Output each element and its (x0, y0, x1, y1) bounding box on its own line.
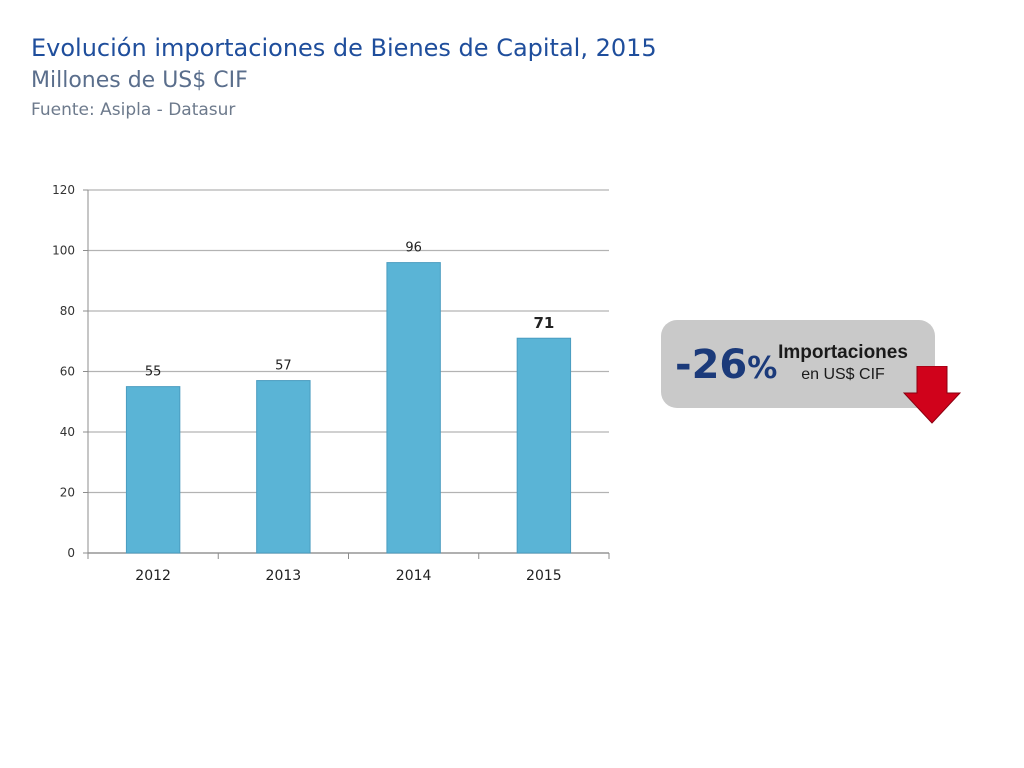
bar (125, 386, 181, 554)
down-arrow-icon (903, 366, 961, 424)
bar (386, 262, 441, 554)
bar (256, 380, 311, 554)
source-note: Fuente: Asipla - Datasur (31, 100, 236, 120)
y-tick-label: 120 (52, 183, 75, 197)
y-tick-label: 0 (67, 546, 75, 560)
page-subtitle: Millones de US$ CIF (31, 68, 248, 93)
data-label: 71 (533, 314, 554, 332)
change-callout: -26% Importaciones en US$ CIF (661, 320, 935, 408)
percent-sign: % (747, 351, 778, 386)
x-tick-label: 2015 (526, 568, 562, 584)
page-title: Evolución importaciones de Bienes de Cap… (31, 34, 657, 62)
y-tick-label: 20 (60, 486, 75, 500)
data-label: 55 (145, 365, 162, 380)
bar (516, 337, 572, 554)
x-tick-label: 2014 (396, 568, 432, 584)
y-tick-label: 100 (52, 244, 75, 258)
data-label: 57 (275, 359, 292, 374)
change-value: -26 (675, 342, 748, 388)
callout-subtitle: en US$ CIF (801, 366, 885, 383)
x-tick-label: 2013 (266, 568, 302, 584)
callout-title: Importaciones (778, 342, 908, 363)
data-label: 96 (405, 241, 422, 256)
y-tick-label: 40 (60, 425, 75, 439)
x-tick-label: 2012 (135, 568, 171, 584)
y-tick-label: 80 (60, 304, 75, 318)
y-tick-label: 60 (60, 365, 75, 379)
change-percent: -26% (675, 342, 777, 388)
